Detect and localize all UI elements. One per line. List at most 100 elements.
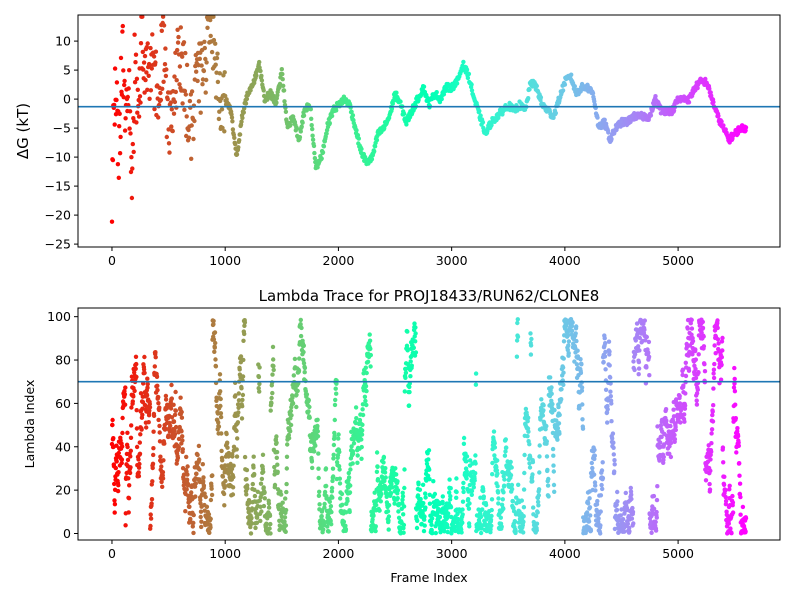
lambda-point — [629, 492, 634, 497]
lambda-point — [274, 434, 279, 439]
lambda-point — [565, 333, 571, 338]
delta-g-point — [150, 32, 155, 37]
lambda-point — [392, 501, 397, 506]
lambda-point — [253, 525, 258, 531]
lambda-point — [668, 454, 674, 460]
lambda-point — [254, 520, 260, 525]
delta-g-point — [158, 97, 164, 103]
lambda-point — [236, 391, 241, 396]
lambda-point — [408, 374, 413, 379]
delta-g-point — [183, 92, 188, 97]
delta-g-point — [277, 81, 283, 87]
lambda-point — [240, 392, 246, 398]
lambda-point — [194, 471, 199, 476]
lambda-point — [605, 407, 610, 412]
lambda-point — [400, 494, 406, 499]
lambda-point — [155, 387, 160, 393]
delta-g-point — [671, 108, 677, 113]
delta-g-point — [121, 95, 126, 100]
lambda-point — [608, 389, 613, 394]
lambda-point — [646, 354, 652, 359]
delta-g-point — [177, 82, 182, 87]
lambda-point — [328, 518, 333, 524]
lambda-point — [557, 412, 562, 418]
lambda-point — [284, 489, 289, 495]
lambda-point — [323, 466, 329, 471]
lambda-point — [551, 453, 556, 458]
lambda-point — [651, 493, 657, 499]
lambda-point — [447, 477, 452, 482]
lambda-point — [274, 455, 279, 460]
delta-g-point — [320, 150, 326, 155]
lambda-point — [359, 432, 365, 437]
lambda-point — [496, 501, 501, 506]
lambda-point — [185, 481, 191, 487]
lambda-point — [250, 481, 255, 487]
delta-g-point — [259, 73, 264, 79]
lambda-point — [509, 486, 515, 492]
delta-g-point — [441, 92, 447, 97]
lambda-point — [184, 487, 189, 492]
lambda-point — [454, 495, 459, 500]
lambda-point — [622, 511, 627, 516]
lambda-point — [116, 483, 121, 488]
lambda-point — [544, 454, 550, 459]
lambda-point — [566, 339, 572, 344]
lambda-point — [415, 518, 420, 523]
bot-x-tick-label: 4000 — [549, 546, 581, 561]
bot-x-tick-label: 2000 — [323, 546, 355, 561]
lambda-point — [294, 392, 299, 397]
lambda-point — [668, 440, 674, 446]
lambda-point — [743, 529, 748, 534]
lambda-point — [492, 441, 497, 446]
lambda-point — [317, 489, 322, 494]
lambda-point — [589, 460, 594, 466]
lambda-point — [324, 483, 329, 489]
lambda-point — [401, 512, 406, 517]
lambda-point — [112, 498, 117, 503]
lambda-point — [151, 446, 156, 451]
lambda-point — [651, 506, 657, 511]
lambda-point — [409, 363, 414, 368]
delta-g-point — [141, 67, 146, 72]
lambda-point — [499, 524, 504, 529]
lambda-point — [602, 354, 608, 359]
lambda-point — [466, 506, 472, 511]
lambda-point — [413, 350, 419, 355]
lambda-point — [603, 349, 608, 355]
lambda-point — [306, 409, 311, 414]
lambda-point — [611, 445, 616, 450]
delta-g-point — [274, 100, 279, 105]
lambda-point — [239, 386, 244, 391]
lambda-point — [173, 424, 179, 430]
lambda-point — [147, 401, 152, 407]
lambda-point — [386, 518, 391, 523]
lambda-point — [607, 363, 612, 368]
delta-g-point — [142, 90, 147, 95]
delta-g-point — [201, 68, 207, 74]
lambda-point — [158, 454, 163, 459]
lambda-point — [309, 459, 315, 464]
lambda-point — [710, 409, 715, 414]
lambda-point — [386, 514, 392, 519]
lambda-point — [184, 477, 190, 482]
lambda-point — [123, 385, 128, 390]
lambda-point — [590, 465, 595, 471]
bot-x-tick-label: 3000 — [436, 546, 468, 561]
lambda-point — [712, 361, 717, 367]
lambda-point — [346, 475, 352, 480]
lambda-point — [211, 337, 217, 342]
delta-g-point — [389, 106, 395, 111]
lambda-point — [316, 451, 321, 456]
delta-g-point — [478, 113, 483, 118]
lambda-point — [159, 479, 164, 485]
delta-g-point — [135, 110, 140, 115]
delta-g-point — [214, 55, 220, 61]
delta-g-point — [421, 84, 427, 89]
lambda-point — [348, 483, 353, 488]
lambda-point — [708, 457, 713, 462]
lambda-point — [326, 529, 331, 534]
delta-g-point — [653, 94, 658, 99]
lambda-point — [251, 465, 256, 470]
delta-g-point — [130, 141, 135, 147]
